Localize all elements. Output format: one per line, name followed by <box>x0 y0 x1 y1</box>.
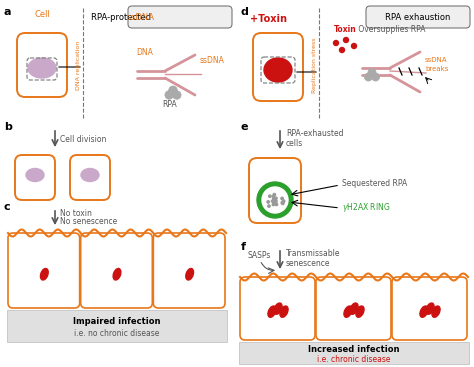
Text: RPA-protected: RPA-protected <box>91 12 154 22</box>
FancyBboxPatch shape <box>316 277 391 340</box>
Circle shape <box>272 195 274 197</box>
FancyBboxPatch shape <box>15 155 55 200</box>
Circle shape <box>169 86 177 95</box>
Circle shape <box>283 200 285 202</box>
Circle shape <box>273 200 276 202</box>
Text: ssDNA: ssDNA <box>425 57 447 63</box>
FancyBboxPatch shape <box>8 233 80 308</box>
Circle shape <box>344 37 348 43</box>
Ellipse shape <box>26 168 44 182</box>
Text: c: c <box>4 202 10 212</box>
Text: SASPs: SASPs <box>248 251 272 261</box>
FancyBboxPatch shape <box>249 158 301 223</box>
Circle shape <box>268 205 270 207</box>
Text: ssDNA: ssDNA <box>200 56 225 65</box>
Text: breaks: breaks <box>425 66 448 72</box>
Text: Increased infection: Increased infection <box>308 345 400 355</box>
Text: a: a <box>4 7 11 17</box>
Text: DNA replication: DNA replication <box>76 40 82 90</box>
FancyBboxPatch shape <box>70 155 110 200</box>
Ellipse shape <box>81 168 99 182</box>
Circle shape <box>274 200 277 203</box>
Circle shape <box>165 91 173 99</box>
Ellipse shape <box>350 303 358 314</box>
Ellipse shape <box>186 269 193 280</box>
FancyBboxPatch shape <box>153 233 225 308</box>
Text: Oversupplies RPA: Oversupplies RPA <box>356 25 426 34</box>
Text: i.e. no chronic disease: i.e. no chronic disease <box>74 328 160 338</box>
Text: DNA: DNA <box>137 48 154 57</box>
Text: b: b <box>4 122 12 132</box>
Circle shape <box>275 203 278 206</box>
Circle shape <box>352 44 356 48</box>
Circle shape <box>262 187 288 213</box>
Ellipse shape <box>280 306 288 317</box>
Text: f: f <box>241 242 246 252</box>
Text: Cell: Cell <box>34 10 50 19</box>
Circle shape <box>275 197 277 200</box>
Circle shape <box>365 73 373 81</box>
Ellipse shape <box>113 269 121 280</box>
FancyBboxPatch shape <box>253 33 303 101</box>
Text: No senescence: No senescence <box>60 217 117 225</box>
Text: RPA-exhausted: RPA-exhausted <box>286 130 344 138</box>
Circle shape <box>272 200 274 202</box>
Ellipse shape <box>274 303 282 314</box>
Ellipse shape <box>432 306 440 317</box>
Circle shape <box>273 202 275 204</box>
Circle shape <box>273 198 275 200</box>
Text: Impaired infection: Impaired infection <box>73 316 161 326</box>
Text: Sequestered RPA: Sequestered RPA <box>342 179 407 189</box>
Circle shape <box>281 197 283 200</box>
Ellipse shape <box>420 306 428 317</box>
Text: RPA exhaustion: RPA exhaustion <box>385 12 451 22</box>
Circle shape <box>334 40 338 46</box>
Circle shape <box>273 193 275 196</box>
Circle shape <box>372 73 380 81</box>
FancyBboxPatch shape <box>7 310 227 342</box>
FancyBboxPatch shape <box>392 277 467 340</box>
Text: Cell division: Cell division <box>60 134 106 143</box>
Text: No toxin: No toxin <box>60 208 92 218</box>
Ellipse shape <box>344 306 352 317</box>
Text: +Toxin: +Toxin <box>250 14 287 24</box>
Text: Toxin: Toxin <box>334 25 357 34</box>
Text: ssDNA: ssDNA <box>103 12 154 22</box>
Text: e: e <box>241 122 248 132</box>
FancyBboxPatch shape <box>366 6 470 28</box>
Text: i.e. chronic disease: i.e. chronic disease <box>317 355 391 363</box>
Circle shape <box>339 47 345 52</box>
FancyBboxPatch shape <box>128 6 232 28</box>
FancyBboxPatch shape <box>240 277 315 340</box>
Text: Transmissable: Transmissable <box>286 250 340 258</box>
Circle shape <box>282 202 284 204</box>
Circle shape <box>274 200 277 202</box>
Text: cells: cells <box>286 138 303 148</box>
Ellipse shape <box>264 58 292 82</box>
Ellipse shape <box>356 306 364 317</box>
Ellipse shape <box>268 306 276 317</box>
Circle shape <box>257 182 293 218</box>
Text: RPA: RPA <box>163 100 177 109</box>
Text: d: d <box>241 7 249 17</box>
Ellipse shape <box>40 269 48 280</box>
Circle shape <box>267 201 269 203</box>
Text: senescence: senescence <box>286 258 330 268</box>
Circle shape <box>269 195 271 197</box>
Circle shape <box>273 198 275 200</box>
Text: $\gamma$H2AX RING: $\gamma$H2AX RING <box>342 201 391 214</box>
Circle shape <box>368 69 376 77</box>
Text: Replication stress: Replication stress <box>312 37 318 93</box>
FancyBboxPatch shape <box>239 342 469 364</box>
Circle shape <box>281 201 283 204</box>
Ellipse shape <box>426 303 434 314</box>
Circle shape <box>173 91 181 99</box>
FancyBboxPatch shape <box>17 33 67 97</box>
FancyBboxPatch shape <box>81 233 152 308</box>
Circle shape <box>272 203 274 206</box>
Ellipse shape <box>28 58 56 78</box>
Circle shape <box>273 199 276 201</box>
